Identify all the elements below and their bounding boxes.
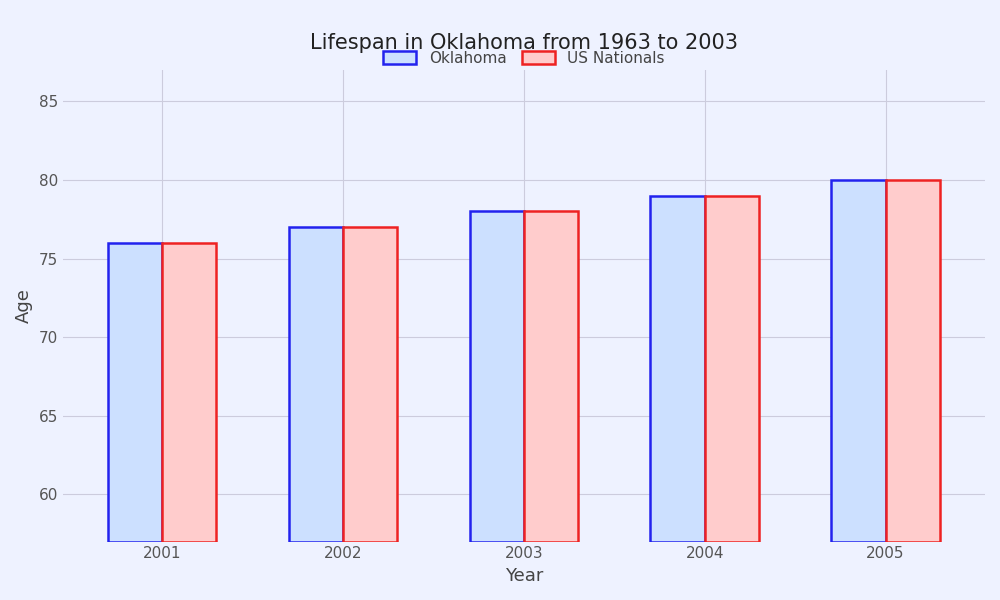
Y-axis label: Age: Age [15, 288, 33, 323]
Bar [650, 196, 705, 542]
Bar [470, 211, 524, 542]
Title: Lifespan in Oklahoma from 1963 to 2003: Lifespan in Oklahoma from 1963 to 2003 [310, 33, 738, 53]
Bar [343, 227, 397, 542]
Bar [524, 211, 578, 542]
Bar [886, 180, 940, 542]
Bar [108, 243, 162, 542]
X-axis label: Year: Year [505, 567, 543, 585]
Bar [289, 227, 343, 542]
Legend: Oklahoma, US Nationals: Oklahoma, US Nationals [377, 44, 671, 72]
Bar [705, 196, 759, 542]
Bar [831, 180, 886, 542]
Bar [162, 243, 216, 542]
